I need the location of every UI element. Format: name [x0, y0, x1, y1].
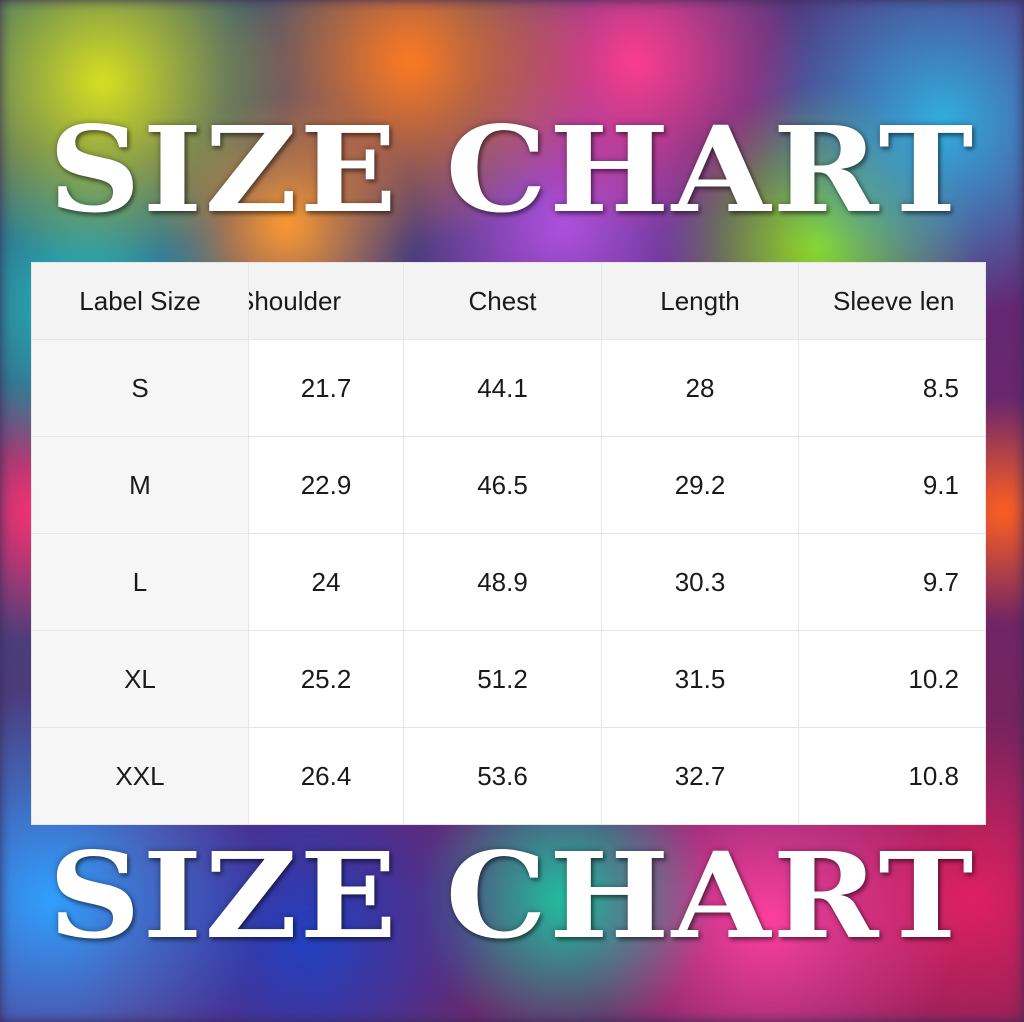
table-cell: 10.2: [798, 630, 986, 728]
table-cell: 21.7: [248, 339, 404, 437]
table-cell: 48.9: [403, 533, 602, 631]
table-cell: L: [31, 533, 249, 631]
table-row: XXL 26.4 53.6 32.7 10.8: [31, 727, 986, 825]
column-header: Chest: [403, 262, 602, 340]
table-cell: 9.7: [798, 533, 986, 631]
table-cell: 10.8: [798, 727, 986, 825]
table-cell: 32.7: [601, 727, 799, 825]
column-header: Shoulder: [248, 262, 404, 340]
table-cell: 25.2: [248, 630, 404, 728]
table-cell: 31.5: [601, 630, 799, 728]
table-cell: 51.2: [403, 630, 602, 728]
table-cell: 22.9: [248, 436, 404, 534]
table-cell: 44.1: [403, 339, 602, 437]
table-cell: S: [31, 339, 249, 437]
table-cell: 30.3: [601, 533, 799, 631]
table-row: M 22.9 46.5 29.2 9.1: [31, 436, 986, 534]
table-cell: XXL: [31, 727, 249, 825]
size-table: Label SizeShoulderChestLengthSleeve len …: [31, 262, 986, 825]
table-cell: 46.5: [403, 436, 602, 534]
header-row: Label SizeShoulderChestLengthSleeve len: [31, 262, 986, 340]
table-row: S 21.7 44.1 28 8.5: [31, 339, 986, 437]
title-bottom: SIZE CHART: [48, 826, 976, 965]
table-row: XL 25.2 51.2 31.5 10.2: [31, 630, 986, 728]
table-cell: 24: [248, 533, 404, 631]
table-cell: 26.4: [248, 727, 404, 825]
table-cell: M: [31, 436, 249, 534]
table-cell: 9.1: [798, 436, 986, 534]
table-cell: XL: [31, 630, 249, 728]
table-cell: 28: [601, 339, 799, 437]
table-cell: 8.5: [798, 339, 986, 437]
column-header: Length: [601, 262, 799, 340]
table-cell: 29.2: [601, 436, 799, 534]
table-cell: 53.6: [403, 727, 602, 825]
table-row: L 24 48.9 30.3 9.7: [31, 533, 986, 631]
title-top: SIZE CHART: [48, 100, 976, 239]
column-header: Label Size: [31, 262, 249, 340]
column-header: Sleeve len: [798, 262, 986, 340]
